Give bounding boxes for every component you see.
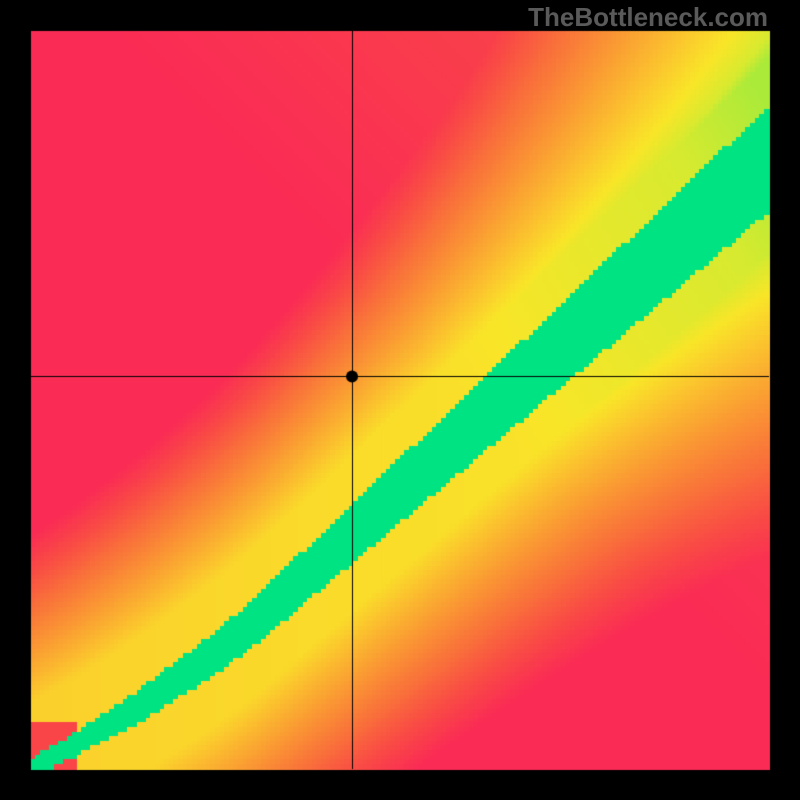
watermark-label: TheBottleneck.com [528, 2, 768, 33]
chart-container: TheBottleneck.com [0, 0, 800, 800]
bottleneck-heatmap [0, 0, 800, 800]
